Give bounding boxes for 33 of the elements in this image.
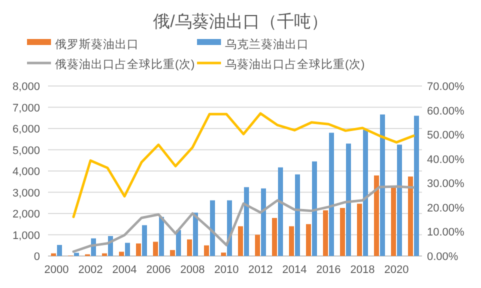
xtick: 2018 [350, 264, 375, 276]
y2tick: 10.00% [427, 226, 464, 239]
ytick: 8,000 [12, 81, 40, 93]
ytick: 2,000 [12, 208, 40, 220]
xtick: 2002 [78, 264, 103, 276]
ytick: 4,000 [12, 166, 40, 178]
xtick: 2000 [44, 264, 69, 276]
xtick: 2008 [180, 264, 205, 276]
y2tick: 30.00% [427, 178, 464, 190]
legend-label: 乌葵油出口占全球比重(次) [225, 59, 365, 71]
xtick: 2014 [282, 264, 307, 276]
ytick: 7,000 [12, 102, 40, 114]
y2tick: 40.00% [427, 154, 464, 166]
y2tick: 60.00% [427, 105, 464, 118]
y2tick: 50.00% [427, 130, 464, 142]
xtick: 2004 [112, 264, 137, 276]
xtick: 2006 [146, 264, 171, 276]
legend-label: 俄罗斯葵油出口 [55, 39, 139, 51]
xtick: 2020 [384, 264, 409, 276]
y2tick: 0.00% [427, 251, 458, 263]
ytick: 6,000 [12, 124, 40, 136]
title: 俄/乌葵油出口（千吨） [153, 12, 328, 31]
ytick: 0 [34, 251, 40, 263]
y2tick: 70.00% [427, 81, 464, 93]
xtick: 2016 [316, 264, 341, 276]
xtick: 2010 [214, 264, 239, 276]
xtick: 2012 [248, 264, 273, 276]
ytick: 5,000 [12, 144, 40, 157]
legend-label: 乌克兰葵油出口 [225, 39, 309, 51]
legend-label: 俄葵油出口占全球比重(次) [55, 59, 195, 71]
y2tick: 20.00% [427, 202, 464, 214]
ytick: 1,000 [12, 230, 40, 242]
ytick: 3,000 [12, 187, 40, 200]
